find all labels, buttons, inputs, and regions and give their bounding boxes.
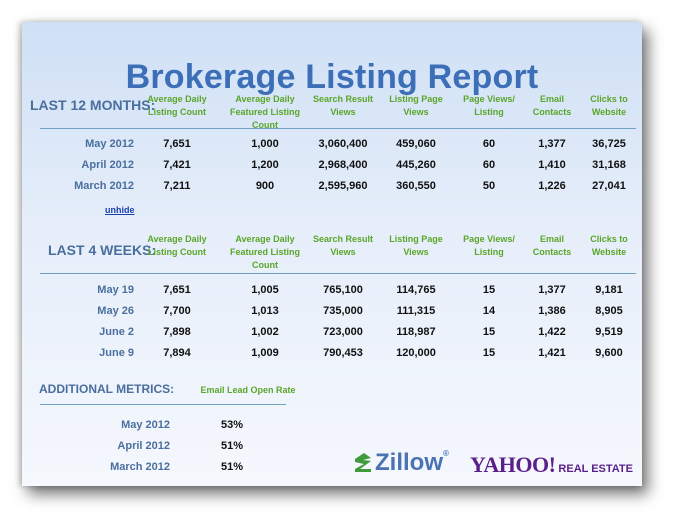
- unhide-link[interactable]: unhide: [105, 205, 135, 215]
- table-cell: 1,226: [538, 180, 566, 192]
- sec1-header-0: Average Daily Listing Count: [147, 94, 207, 117]
- sec2-header-4: Page Views/ Listing: [463, 234, 515, 257]
- sec1-header-2: Search Result Views: [312, 94, 374, 117]
- section3-rule: [40, 404, 286, 405]
- metric-row-label: March 2012: [110, 461, 170, 473]
- table-cell: 1,009: [251, 347, 279, 359]
- table-cell: 14: [482, 305, 496, 317]
- table-cell: 790,453: [323, 347, 363, 359]
- table-cell: 360,550: [396, 180, 436, 192]
- table-cell: 7,651: [163, 284, 191, 296]
- table-cell: 1,000: [251, 138, 279, 150]
- table-cell: 1,421: [538, 347, 566, 359]
- table-cell: 735,000: [323, 305, 363, 317]
- email-lead-open-rate-header: Email Lead Open Rate: [200, 385, 296, 395]
- table-cell: 1,377: [538, 138, 566, 150]
- sec2-header-5: Email Contacts: [532, 234, 572, 257]
- table-cell: 111,315: [396, 305, 436, 317]
- table-cell: 9,519: [595, 326, 623, 338]
- zillow-logo: Zillow®: [352, 449, 449, 477]
- row-label: April 2012: [81, 159, 134, 171]
- section2-rule: [40, 273, 636, 274]
- section-label-last-12-months: LAST 12 MONTHS:: [30, 97, 156, 113]
- table-cell: 9,600: [595, 347, 623, 359]
- table-cell: 723,000: [323, 326, 363, 338]
- table-cell: 1,200: [251, 159, 279, 171]
- sec1-header-4: Page Views/ Listing: [463, 94, 515, 117]
- table-cell: 36,725: [592, 138, 626, 150]
- table-cell: 7,211: [163, 180, 191, 192]
- sec2-header-6: Clicks to Website: [590, 234, 628, 257]
- table-cell: 15: [482, 326, 496, 338]
- table-cell: 15: [482, 284, 496, 296]
- metric-value: 53%: [220, 419, 244, 431]
- table-cell: 50: [482, 180, 496, 192]
- table-cell: 1,377: [538, 284, 566, 296]
- sec2-header-1: Average Daily Featured Listing Count: [229, 234, 300, 270]
- row-label: June 2: [99, 326, 134, 338]
- table-cell: 7,894: [163, 347, 191, 359]
- table-cell: 27,041: [592, 180, 626, 192]
- table-cell: 7,651: [163, 138, 191, 150]
- sec2-header-3: Listing Page Views: [389, 234, 443, 257]
- sec1-header-6: Clicks to Website: [590, 94, 628, 117]
- section-label-additional-metrics: ADDITIONAL METRICS:: [39, 382, 175, 396]
- real-estate-wordmark: REAL ESTATE: [558, 463, 633, 475]
- row-label: May 19: [97, 284, 134, 296]
- row-label: May 26: [97, 305, 134, 317]
- row-label: June 9: [99, 347, 134, 359]
- table-cell: 445,260: [396, 159, 436, 171]
- row-label: March 2012: [74, 180, 134, 192]
- registered-mark: ®: [443, 449, 449, 458]
- table-cell: 60: [482, 138, 496, 150]
- metric-value: 51%: [220, 461, 244, 473]
- table-cell: 120,000: [396, 347, 436, 359]
- sec1-header-5: Email Contacts: [532, 94, 572, 117]
- table-cell: 114,765: [396, 284, 436, 296]
- zillow-z-icon: [355, 453, 371, 472]
- sec1-header-1: Average Daily Featured Listing Count: [229, 94, 300, 130]
- report-card: Brokerage Listing Report: [22, 22, 642, 486]
- table-cell: 7,700: [163, 305, 191, 317]
- table-cell: 9,181: [595, 284, 623, 296]
- table-cell: 15: [482, 347, 496, 359]
- row-label: May 2012: [85, 138, 134, 150]
- report-title: Brokerage Listing Report: [125, 58, 539, 96]
- table-cell: 31,168: [592, 159, 626, 171]
- metric-row-label: April 2012: [117, 440, 170, 452]
- table-cell: 1,013: [251, 305, 279, 317]
- metric-value: 51%: [220, 440, 244, 452]
- table-cell: 1,002: [251, 326, 279, 338]
- table-cell: 118,987: [396, 326, 436, 338]
- zillow-wordmark: Zillow: [375, 449, 443, 476]
- table-cell: 7,421: [163, 159, 191, 171]
- metric-row-label: May 2012: [121, 419, 170, 431]
- table-cell: 2,968,400: [318, 159, 368, 171]
- sec2-header-2: Search Result Views: [312, 234, 374, 257]
- yahoo-real-estate-logo: YAHOO! REAL ESTATE: [470, 452, 633, 478]
- table-cell: 2,595,960: [318, 180, 368, 192]
- yahoo-wordmark: YAHOO!: [470, 452, 556, 477]
- table-cell: 3,060,400: [318, 138, 368, 150]
- table-cell: 459,060: [396, 138, 436, 150]
- table-cell: 7,898: [163, 326, 191, 338]
- sec1-header-3: Listing Page Views: [389, 94, 443, 117]
- table-cell: 60: [482, 159, 496, 171]
- table-cell: 1,386: [538, 305, 566, 317]
- table-cell: 1,005: [251, 284, 279, 296]
- sec2-header-0: Average Daily Listing Count: [147, 234, 207, 257]
- table-cell: 8,905: [595, 305, 623, 317]
- section1-rule: [40, 128, 636, 129]
- table-cell: 765,100: [323, 284, 363, 296]
- table-cell: 900: [255, 180, 275, 192]
- section-label-last-4-weeks: LAST 4 WEEKS:: [48, 242, 157, 258]
- table-cell: 1,422: [538, 326, 566, 338]
- table-cell: 1,410: [538, 159, 566, 171]
